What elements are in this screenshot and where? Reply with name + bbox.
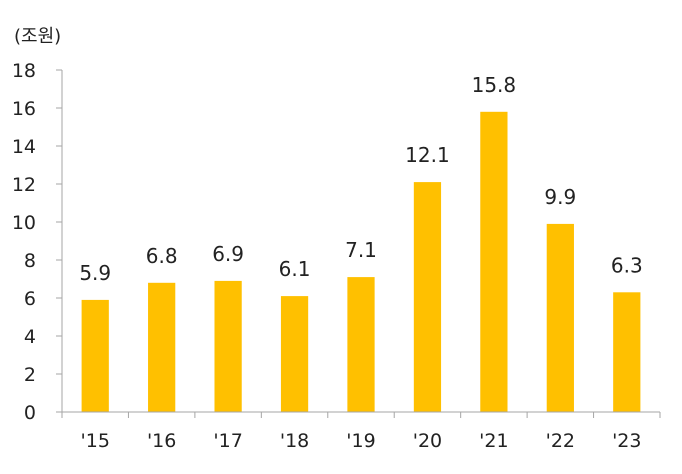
x-tick-label-1: '16 xyxy=(147,430,176,452)
y-tick-label: 0 xyxy=(24,402,36,424)
bar-1 xyxy=(148,282,176,412)
x-tick-label-4: '19 xyxy=(346,430,375,452)
bar-8 xyxy=(613,292,641,412)
data-label-7: 9.9 xyxy=(544,185,576,209)
x-tick-label-3: '18 xyxy=(280,430,309,452)
x-tick-label-0: '15 xyxy=(81,430,110,452)
data-label-2: 6.9 xyxy=(212,242,244,266)
data-labels: 5.9 6.8 6.9 6.1 7.1 12.1 15.8 9.9 6.3 xyxy=(79,73,642,285)
data-label-0: 5.9 xyxy=(79,261,111,285)
x-tick-label-6: '21 xyxy=(479,430,508,452)
y-axis: 0 2 4 6 8 10 12 14 16 18 xyxy=(12,60,63,424)
y-tick-label: 18 xyxy=(12,60,36,82)
y-tick-label: 4 xyxy=(24,326,36,348)
bar-7 xyxy=(546,223,574,412)
unit-label: (조원) xyxy=(14,26,61,47)
data-label-6: 15.8 xyxy=(472,73,517,97)
data-label-1: 6.8 xyxy=(146,244,178,268)
y-tick-label: 10 xyxy=(12,212,36,234)
y-tick-label: 16 xyxy=(12,98,36,120)
data-label-4: 7.1 xyxy=(345,238,377,262)
bar-0 xyxy=(81,299,109,412)
bars xyxy=(81,111,641,413)
y-tick-label: 6 xyxy=(24,288,36,310)
x-tick-label-5: '20 xyxy=(413,430,442,452)
x-tick-label-8: '23 xyxy=(612,430,641,452)
data-label-8: 6.3 xyxy=(611,253,643,277)
bar-5 xyxy=(413,182,442,412)
x-axis: '15 '16 '17 '18 '19 '20 '21 '22 '23 xyxy=(61,411,661,452)
y-tick-label: 14 xyxy=(12,136,36,158)
bar-3 xyxy=(280,296,309,412)
x-tick-label-7: '22 xyxy=(546,430,575,452)
y-tick-label: 12 xyxy=(12,174,36,196)
bar-2 xyxy=(214,280,242,412)
y-tick-label: 8 xyxy=(24,250,36,272)
data-label-3: 6.1 xyxy=(279,257,311,281)
bar-4 xyxy=(347,277,375,412)
y-tick-label: 2 xyxy=(24,364,36,386)
bar-6 xyxy=(480,111,508,413)
data-label-5: 12.1 xyxy=(405,143,450,167)
x-tick-label-2: '17 xyxy=(213,430,242,452)
